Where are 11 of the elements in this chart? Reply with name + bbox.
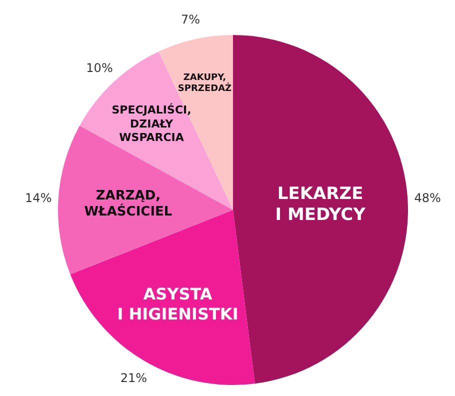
data-label: 7% <box>180 12 200 27</box>
data-label: 14% <box>25 190 52 205</box>
slice-label: ASYSTA I HIGIENISTKI <box>117 284 238 323</box>
slice-label: ZAKUPY, SPRZEDAŻ <box>178 72 232 94</box>
data-label: 10% <box>86 60 113 75</box>
slice-label: SPECJALIŚCI, DZIAŁY WSPARCIA <box>112 102 192 144</box>
slice-label: ZARZĄD, WŁAŚCICIEL <box>84 188 172 220</box>
pie-slice <box>58 126 233 274</box>
slice-label: LEKARZE I MEDYCY <box>275 184 366 226</box>
data-label: 21% <box>120 370 148 385</box>
data-label: 48% <box>414 190 441 205</box>
